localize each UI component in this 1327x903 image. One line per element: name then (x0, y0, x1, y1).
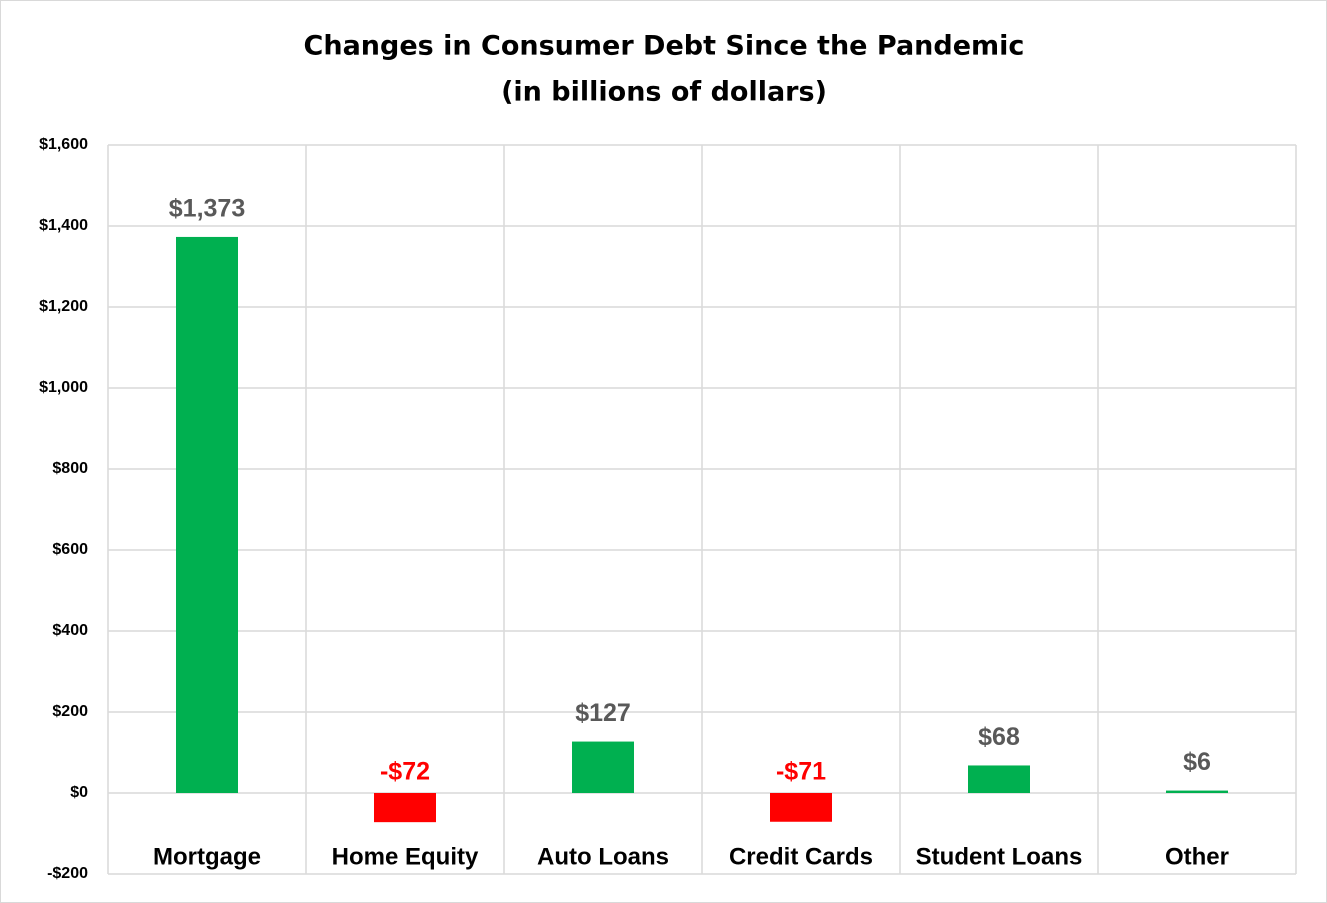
value-label: $127 (575, 699, 631, 727)
y-tick-label: -$200 (47, 865, 88, 882)
bar (572, 741, 634, 793)
chart-title: Changes in Consumer Debt Since the Pande… (304, 31, 1025, 62)
value-label: -$71 (776, 758, 826, 786)
bar (968, 765, 1030, 793)
bar (770, 793, 832, 822)
x-tick-label: Auto Loans (537, 843, 669, 870)
x-tick-label: Mortgage (153, 843, 261, 870)
value-label: $1,373 (169, 195, 245, 223)
y-tick-label: $1,000 (39, 379, 88, 396)
value-label: $6 (1183, 748, 1211, 776)
x-tick-label: Credit Cards (729, 843, 873, 870)
y-tick-label: $600 (52, 541, 88, 558)
y-tick-label: $400 (52, 622, 88, 639)
y-tick-label: $1,600 (39, 136, 88, 153)
bar (374, 793, 436, 823)
y-tick-label: $1,200 (39, 298, 88, 315)
y-tick-label: $800 (52, 460, 88, 477)
value-label: -$72 (380, 758, 430, 786)
x-tick-label: Home Equity (332, 843, 479, 870)
x-tick-label: Student Loans (916, 843, 1083, 870)
bar (1166, 790, 1228, 793)
chart-subtitle: (in billions of dollars) (501, 77, 827, 108)
value-label: $68 (978, 723, 1020, 751)
y-tick-label: $1,400 (39, 217, 88, 234)
y-tick-label: $0 (70, 784, 88, 801)
x-tick-label: Other (1165, 843, 1229, 870)
y-tick-label: $200 (52, 703, 88, 720)
bar (176, 236, 238, 793)
